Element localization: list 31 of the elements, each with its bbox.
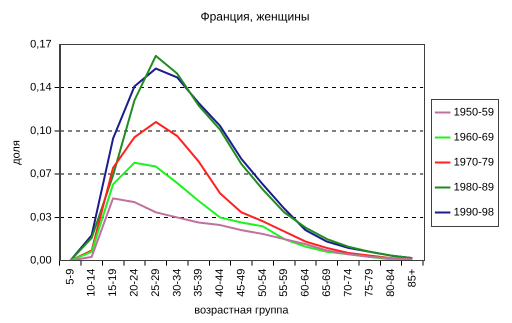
- legend-label: 1950-59: [454, 106, 494, 119]
- legend-label: 1960-69: [454, 132, 494, 144]
- x-tick-label: 35-39: [192, 268, 205, 297]
- y-tick-label: 0,17: [30, 38, 52, 50]
- x-tick-label: 75-79: [364, 268, 376, 297]
- x-tick-label: 70-74: [342, 268, 354, 297]
- x-tick-label: 45-49: [235, 268, 248, 297]
- x-tick-label: 50-54: [256, 268, 269, 297]
- x-tick-label: 60-64: [300, 268, 312, 297]
- x-tick-label: 20-24: [128, 268, 140, 297]
- x-tick-label: 80-84: [385, 268, 398, 297]
- x-tick-label: 40-44: [214, 268, 226, 297]
- y-tick-label: 0,00: [30, 254, 52, 267]
- x-axis-title: возрастная группа: [194, 304, 290, 316]
- chart-title: Франция, женщины: [200, 10, 310, 24]
- y-axis-title: доля: [10, 140, 23, 165]
- y-tick-label: 0,07: [30, 168, 52, 180]
- x-tick-label: 30-34: [171, 268, 184, 297]
- x-tick-label: 15-19: [107, 268, 120, 297]
- y-tick-label: 0,14: [30, 82, 52, 94]
- legend-label: 1990-98: [454, 206, 494, 219]
- x-tick-label: 85+: [406, 268, 418, 288]
- legend-label: 1980-89: [454, 182, 494, 194]
- x-tick-label: 25-29: [150, 268, 162, 297]
- x-tick-label: 10-14: [86, 268, 98, 297]
- y-tick-label: 0,10: [30, 124, 52, 137]
- x-tick-label: 55-59: [278, 268, 290, 297]
- legend-label: 1970-79: [454, 156, 494, 169]
- x-tick-label: 65-69: [320, 268, 333, 297]
- x-tick-label: 5-9: [64, 268, 76, 285]
- y-tick-label: 0,03: [30, 211, 52, 224]
